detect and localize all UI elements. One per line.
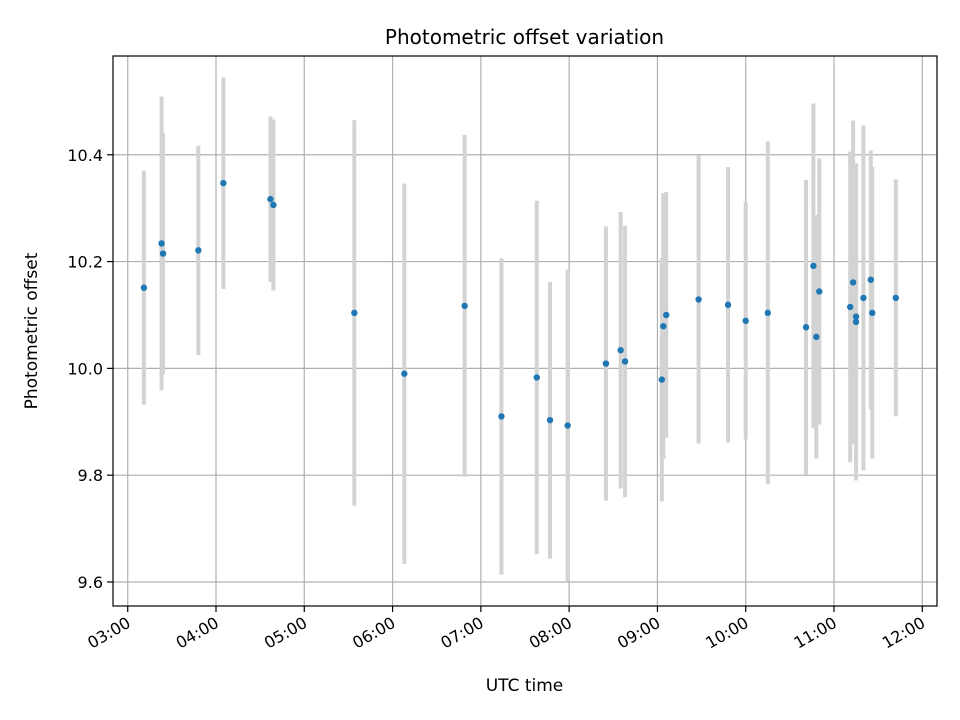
y-axis-ticks: 9.6 9.8 10.0 10.2 10.4 — [67, 146, 113, 592]
chart-title: Photometric offset variation — [385, 25, 664, 49]
data-point — [742, 317, 749, 325]
data-point — [869, 309, 876, 317]
data-point — [270, 201, 277, 209]
data-point — [546, 416, 554, 424]
data-point — [852, 318, 860, 326]
data-point — [401, 370, 408, 377]
y-tick-label: 9.6 — [78, 573, 103, 592]
data-point — [602, 360, 610, 367]
data-point — [892, 294, 899, 302]
data-point — [195, 247, 202, 254]
y-tick-label: 10.0 — [67, 359, 103, 378]
data-point — [533, 374, 540, 381]
data-point — [813, 333, 820, 341]
data-point — [564, 422, 571, 429]
data-point — [663, 311, 670, 319]
data-point — [724, 301, 732, 309]
data-point — [267, 195, 274, 203]
data-point — [695, 296, 702, 303]
data-point — [764, 309, 771, 317]
data-point — [802, 324, 810, 331]
data-point — [220, 179, 227, 187]
data-point — [660, 322, 667, 330]
data-point — [617, 347, 624, 354]
y-axis-label: Photometric offset — [22, 252, 42, 409]
data-point — [159, 250, 167, 257]
data-point — [140, 284, 148, 291]
data-point — [158, 240, 165, 247]
data-point — [860, 294, 867, 302]
data-point — [867, 276, 874, 283]
data-point — [816, 288, 823, 295]
data-point — [351, 309, 358, 317]
plot-frame — [112, 55, 938, 607]
y-tick-label: 10.2 — [67, 253, 103, 272]
y-tick-label: 10.4 — [67, 146, 103, 165]
data-point — [621, 358, 629, 365]
data-point — [849, 279, 857, 286]
x-axis-label: UTC time — [486, 676, 564, 696]
data-points — [140, 179, 899, 429]
data-point — [810, 262, 817, 270]
data-point — [852, 313, 860, 320]
data-point — [658, 376, 666, 383]
y-tick-label: 9.8 — [78, 466, 103, 485]
data-point — [498, 413, 505, 420]
grid — [113, 56, 937, 606]
data-point — [461, 302, 468, 310]
data-point — [846, 303, 854, 311]
